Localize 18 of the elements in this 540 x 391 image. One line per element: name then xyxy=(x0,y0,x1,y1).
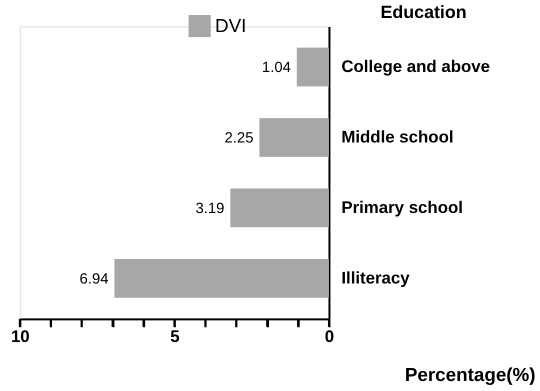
x-tick-label: 5 xyxy=(170,327,180,346)
x-tick-label: 0 xyxy=(324,327,334,346)
legend-label: DVI xyxy=(215,15,246,36)
data-label: 1.04 xyxy=(262,60,291,76)
y-tick-label: Middle school xyxy=(341,127,454,146)
bar xyxy=(259,118,329,157)
bar xyxy=(230,188,329,228)
y-tick-label: College and above xyxy=(341,57,490,76)
data-label: 6.94 xyxy=(80,271,108,288)
y-tick-label: Illiteracy xyxy=(341,268,410,288)
data-label: 2.25 xyxy=(224,130,254,146)
x-tick-label: 10 xyxy=(10,327,30,346)
y-tick-label: Primary school xyxy=(341,198,463,217)
y-axis-title: Education xyxy=(380,2,467,22)
x-axis-title: Percentage(%) xyxy=(404,364,536,385)
data-label: 3.19 xyxy=(195,200,224,217)
bar xyxy=(296,48,329,86)
bar xyxy=(114,258,329,298)
